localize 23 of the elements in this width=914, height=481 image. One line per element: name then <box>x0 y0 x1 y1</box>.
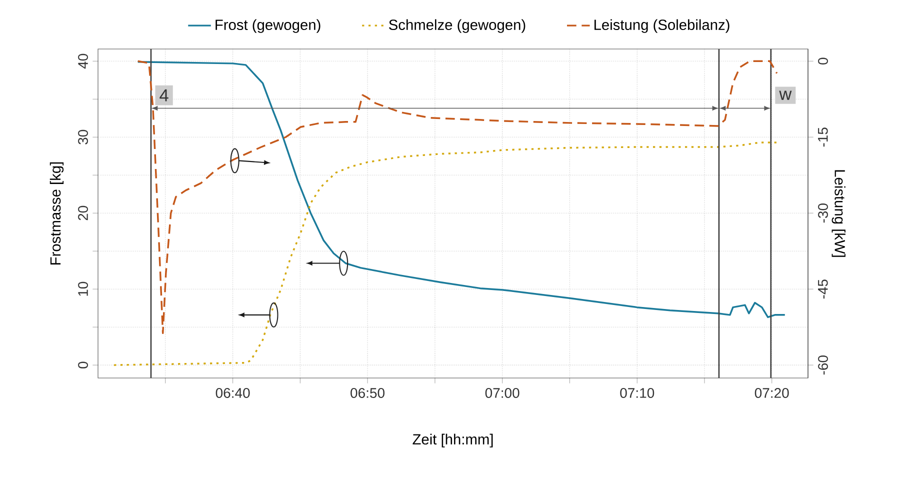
y-tick-label: 40 <box>78 54 88 69</box>
x-tick-label: 07:10 <box>620 388 654 398</box>
y-tick-label: 0 <box>78 362 88 368</box>
y2-tick-label: -45 <box>818 280 828 299</box>
y-tick-label: 30 <box>78 130 88 144</box>
x-tick-label: 07:20 <box>754 388 789 398</box>
y2-axis-title: Leistung [kW] <box>832 170 846 257</box>
x-axis-title: Zeit [hh:mm] <box>412 434 493 448</box>
legend-label: Frost (gewogen) <box>216 19 320 33</box>
annotation: 4 <box>160 89 168 102</box>
x-tick-label: 06:40 <box>216 388 250 398</box>
y-tick-label: 20 <box>78 206 88 220</box>
y-axis-title: Frostmasse [kg] <box>50 162 64 264</box>
y2-tick-label: 0 <box>818 58 828 64</box>
y-tick-label: 10 <box>78 282 88 296</box>
legend-label: Leistung (Solebilanz) <box>594 19 730 33</box>
x-tick-label: 07:00 <box>485 388 520 398</box>
y2-tick-label: -15 <box>818 128 828 147</box>
y2-tick-label: -60 <box>818 356 828 375</box>
x-tick-label: 06:50 <box>350 388 384 398</box>
y2-tick-label: -30 <box>818 204 828 223</box>
legend-label: Schmelze (gewogen) <box>389 19 526 33</box>
annotation: w <box>779 90 792 100</box>
